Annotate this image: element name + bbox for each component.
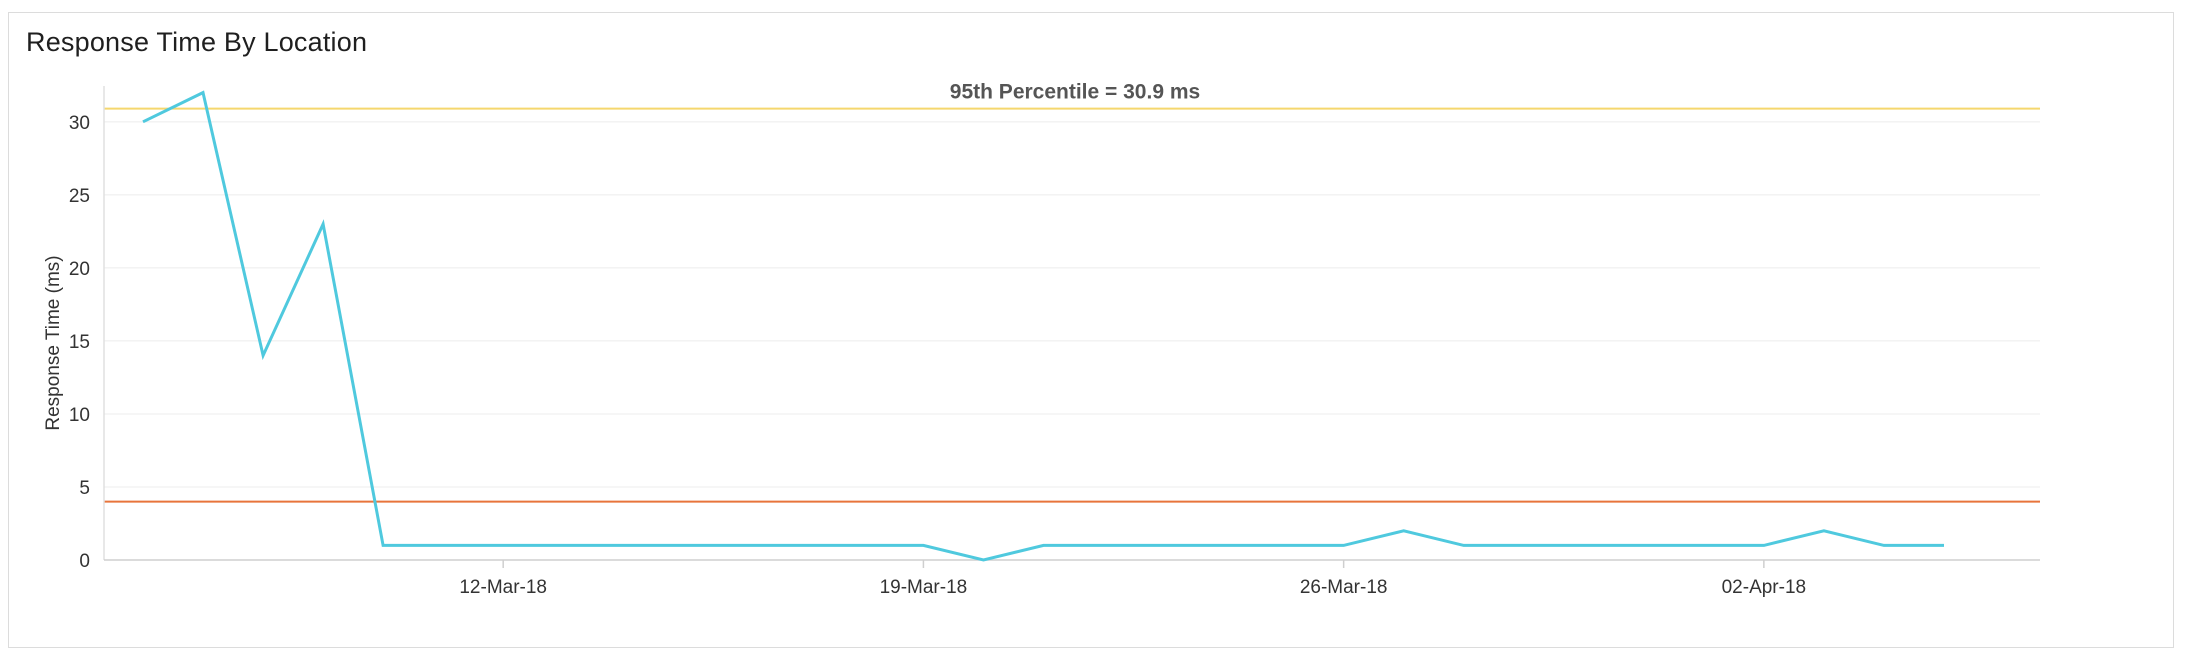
x-tick-label-3: 02-Apr-18 bbox=[1722, 577, 1807, 598]
y-tick-label-20: 20 bbox=[69, 259, 90, 280]
y-tick-label-30: 30 bbox=[69, 113, 90, 134]
series-layer bbox=[142, 90, 1944, 562]
x-tick-label-1: 19-Mar-18 bbox=[880, 577, 968, 598]
y-tick-label-15: 15 bbox=[69, 332, 90, 353]
reference-line-label-0: 95th Percentile = 30.9 ms bbox=[950, 81, 1200, 104]
y-tick-label-25: 25 bbox=[69, 186, 90, 207]
axes: 0 5 10 15 20 25 30 12-Mar-18 19-Mar-18 26-Mar-18 0… bbox=[69, 86, 2040, 598]
y-tick-label-0: 0 bbox=[79, 551, 90, 572]
y-tick-label-10: 10 bbox=[69, 405, 90, 426]
y-axis-title: Response Time (ms) bbox=[43, 255, 64, 430]
grid-layer bbox=[104, 121, 2040, 488]
series-line-0 bbox=[142, 90, 1944, 562]
x-tick-label-2: 26-Mar-18 bbox=[1300, 577, 1388, 598]
chart-panel: Response Time By Location bbox=[8, 12, 2174, 648]
y-tick-label-5: 5 bbox=[79, 478, 90, 499]
panel-title: Response Time By Location bbox=[26, 27, 368, 57]
reference-lines: 95th Percentile = 30.9 ms bbox=[104, 81, 2040, 503]
x-tick-label-0: 12-Mar-18 bbox=[459, 577, 547, 598]
